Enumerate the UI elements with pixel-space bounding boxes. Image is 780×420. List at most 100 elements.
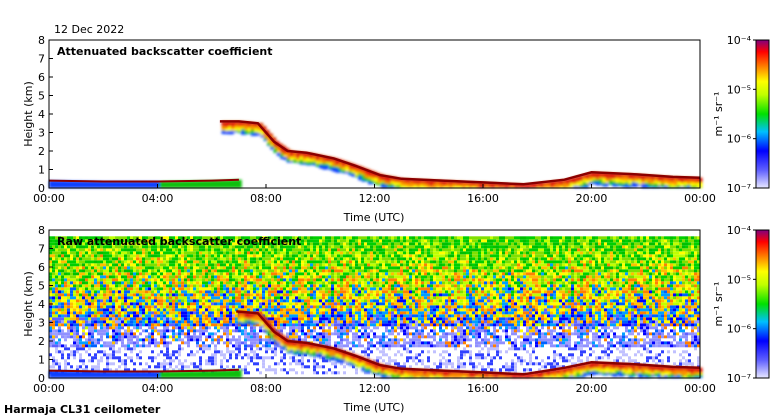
noise-cell [208, 278, 211, 282]
noise-cell [235, 260, 238, 264]
noise-cell [148, 338, 151, 342]
noise-cell [148, 272, 151, 276]
noise-cell [70, 341, 73, 345]
noise-cell [223, 296, 226, 300]
noise-cell [139, 344, 142, 348]
noise-cell [268, 236, 271, 240]
noise-cell [190, 317, 193, 321]
noise-cell [307, 281, 310, 285]
noise-cell [328, 281, 331, 285]
noise-cell [133, 335, 136, 339]
noise-cell [193, 353, 196, 357]
noise-cell [331, 341, 334, 345]
noise-cell [241, 254, 244, 258]
noise-cell [157, 329, 160, 333]
noise-cell [343, 290, 346, 294]
noise-cell [187, 320, 190, 324]
noise-cell [160, 335, 163, 339]
noise-cell [199, 305, 202, 309]
noise-cell [259, 338, 262, 342]
noise-cell [145, 296, 148, 300]
noise-cell [166, 263, 169, 267]
noise-cell [334, 344, 337, 348]
noise-cell [82, 368, 85, 372]
noise-cell [307, 320, 310, 324]
noise-cell [148, 314, 151, 318]
noise-cell [145, 263, 148, 267]
noise-cell [196, 296, 199, 300]
noise-cell [70, 314, 73, 318]
noise-cell [301, 299, 304, 303]
noise-cell [184, 254, 187, 258]
echo-cell [651, 175, 657, 180]
noise-cell [217, 239, 220, 243]
noise-cell [121, 335, 124, 339]
noise-cell [253, 260, 256, 264]
noise-cell [238, 266, 241, 270]
noise-cell [277, 311, 280, 315]
noise-cell [316, 329, 319, 333]
noise-cell [340, 287, 343, 291]
noise-cell [316, 299, 319, 303]
noise-cell [88, 344, 91, 348]
noise-cell [88, 326, 91, 330]
noise-cell [232, 260, 235, 264]
noise-cell [322, 329, 325, 333]
noise-cell [298, 266, 301, 270]
noise-cell [106, 332, 109, 336]
echo-cell [641, 174, 648, 180]
noise-cell [235, 356, 238, 360]
noise-cell [253, 278, 256, 282]
noise-cell [127, 245, 130, 249]
noise-cell [346, 344, 349, 348]
noise-cell [286, 245, 289, 249]
noise-cell [115, 308, 118, 312]
noise-cell [265, 287, 268, 291]
noise-cell [268, 239, 271, 243]
noise-cell [157, 287, 160, 291]
noise-cell [91, 281, 94, 285]
noise-cell [148, 278, 151, 282]
noise-cell [100, 311, 103, 315]
noise-cell [49, 311, 52, 315]
noise-cell [88, 242, 91, 246]
noise-cell [220, 242, 223, 246]
noise-cell [169, 278, 172, 282]
noise-cell [319, 326, 322, 330]
noise-cell [349, 275, 352, 279]
noise-cell [175, 305, 178, 309]
noise-cell [67, 323, 70, 327]
echo-cell [647, 175, 654, 179]
noise-cell [205, 260, 208, 264]
noise-cell [160, 326, 163, 330]
noise-cell [196, 308, 199, 312]
noise-cell [268, 287, 271, 291]
noise-cell [265, 236, 268, 240]
noise-cell [271, 347, 274, 351]
noise-cell [67, 329, 70, 333]
noise-cell [337, 341, 340, 345]
noise-cell [217, 326, 220, 330]
echo-cell [241, 121, 247, 126]
noise-cell [265, 311, 268, 315]
noise-cell [85, 281, 88, 285]
noise-cell [232, 317, 235, 321]
noise-cell [277, 287, 280, 291]
echo-cell [442, 180, 449, 186]
noise-cell [304, 278, 307, 282]
noise-cell [232, 269, 235, 273]
noise-cell [136, 272, 139, 276]
noise-cell [274, 287, 277, 291]
noise-cell [334, 335, 337, 339]
noise-cell [250, 302, 253, 306]
noise-cell [178, 338, 181, 342]
noise-cell [202, 281, 205, 285]
noise-cell [289, 245, 292, 249]
noise-cell [94, 323, 97, 327]
noise-cell [49, 254, 52, 258]
noise-cell [97, 248, 100, 252]
noise-cell [256, 236, 259, 240]
noise-cell [127, 275, 130, 279]
noise-cell [97, 332, 100, 336]
noise-cell [223, 314, 226, 318]
